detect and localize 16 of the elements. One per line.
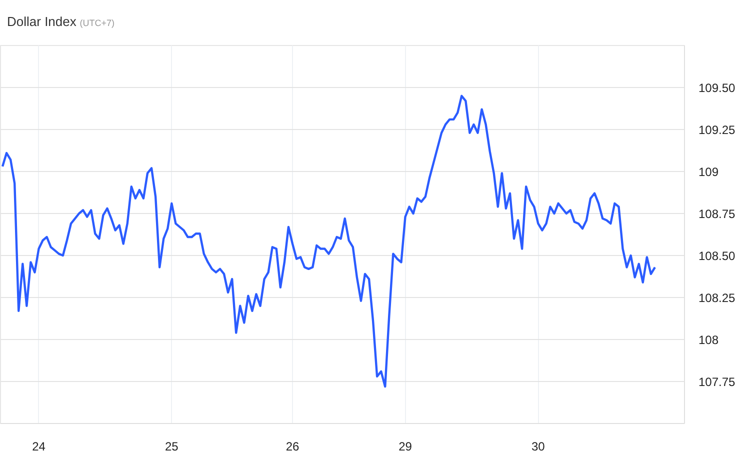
x-tick-label: 24 <box>32 440 46 454</box>
line-series <box>1 94 656 388</box>
x-tick-label: 26 <box>286 440 300 454</box>
chart-subtitle: (UTC+7) <box>80 18 114 28</box>
y-tick-label: 107.75 <box>698 375 736 389</box>
x-tick-label: 29 <box>398 440 412 454</box>
y-tick-label: 108.25 <box>698 291 736 305</box>
x-tick-label: 25 <box>164 440 179 454</box>
y-tick-label: 108.50 <box>698 249 736 263</box>
chart-title: Dollar Index <box>7 14 76 29</box>
x-tick-label: 30 <box>531 440 546 454</box>
y-tick-label: 108.75 <box>698 207 736 221</box>
y-tick-label: 109.50 <box>698 81 736 95</box>
y-tick-label: 109 <box>698 165 719 179</box>
y-tick-label: 109.25 <box>698 123 736 137</box>
y-tick-label: 108 <box>698 333 719 347</box>
